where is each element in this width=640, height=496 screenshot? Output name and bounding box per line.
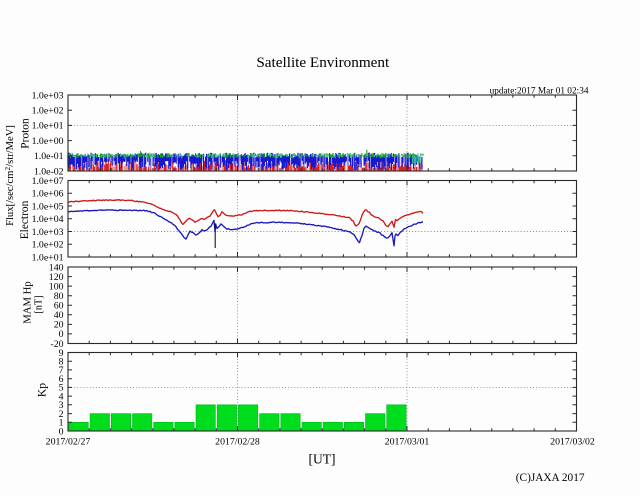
- svg-text:20: 20: [54, 320, 64, 331]
- svg-text:1.0e+04: 1.0e+04: [32, 214, 64, 225]
- svg-text:-20: -20: [50, 339, 63, 350]
- svg-text:[UT]: [UT]: [309, 451, 336, 466]
- svg-text:1.0e+03: 1.0e+03: [32, 227, 64, 238]
- svg-text:MAM Hp: MAM Hp: [22, 281, 34, 323]
- svg-text:5: 5: [59, 383, 64, 394]
- svg-text:8: 8: [59, 357, 64, 368]
- svg-text:Kp: Kp: [36, 383, 49, 397]
- svg-text:2: 2: [59, 409, 64, 420]
- svg-text:1.0e-02: 1.0e-02: [34, 166, 64, 177]
- svg-text:1.0e+03: 1.0e+03: [32, 90, 64, 101]
- svg-text:1.0e+01: 1.0e+01: [32, 121, 64, 132]
- svg-text:9: 9: [59, 348, 64, 359]
- svg-text:1.0e+07: 1.0e+07: [32, 176, 64, 187]
- svg-text:2017/03/02: 2017/03/02: [550, 437, 595, 448]
- svg-text:2017/02/27: 2017/02/27: [46, 437, 91, 448]
- svg-text:4: 4: [59, 391, 64, 402]
- svg-text:1.0e+02: 1.0e+02: [32, 240, 64, 251]
- svg-text:0: 0: [59, 329, 64, 340]
- svg-text:1: 1: [59, 418, 64, 429]
- svg-text:[nT]: [nT]: [34, 295, 45, 313]
- svg-text:6: 6: [59, 374, 64, 385]
- svg-text:120: 120: [49, 272, 64, 283]
- svg-text:Flux[/sec/cm2/str/MeV]: Flux[/sec/cm2/str/MeV]: [3, 125, 16, 226]
- svg-text:40: 40: [54, 310, 64, 321]
- svg-text:0: 0: [59, 426, 64, 437]
- svg-text:Proton: Proton: [20, 118, 32, 149]
- svg-text:Electron: Electron: [19, 200, 31, 239]
- svg-text:1.0e+02: 1.0e+02: [32, 106, 64, 117]
- svg-text:2017/03/01: 2017/03/01: [385, 437, 430, 448]
- svg-text:Satellite Environment: Satellite Environment: [256, 54, 390, 71]
- svg-text:1.0e+00: 1.0e+00: [32, 136, 64, 147]
- svg-text:3: 3: [59, 400, 64, 411]
- svg-text:140: 140: [49, 262, 64, 273]
- svg-text:(C)JAXA 2017: (C)JAXA 2017: [516, 472, 585, 484]
- svg-text:1.0e-01: 1.0e-01: [34, 151, 64, 162]
- svg-text:update:2017 Mar 01 02:34: update:2017 Mar 01 02:34: [490, 87, 589, 97]
- svg-text:60: 60: [54, 301, 64, 312]
- svg-text:1.0e+01: 1.0e+01: [32, 252, 64, 263]
- svg-text:100: 100: [49, 281, 64, 292]
- svg-text:80: 80: [54, 291, 64, 302]
- svg-text:1.0e+06: 1.0e+06: [32, 189, 64, 200]
- svg-text:7: 7: [59, 365, 64, 376]
- svg-text:2017/02/28: 2017/02/28: [215, 437, 260, 448]
- svg-text:1.0e+05: 1.0e+05: [32, 201, 64, 212]
